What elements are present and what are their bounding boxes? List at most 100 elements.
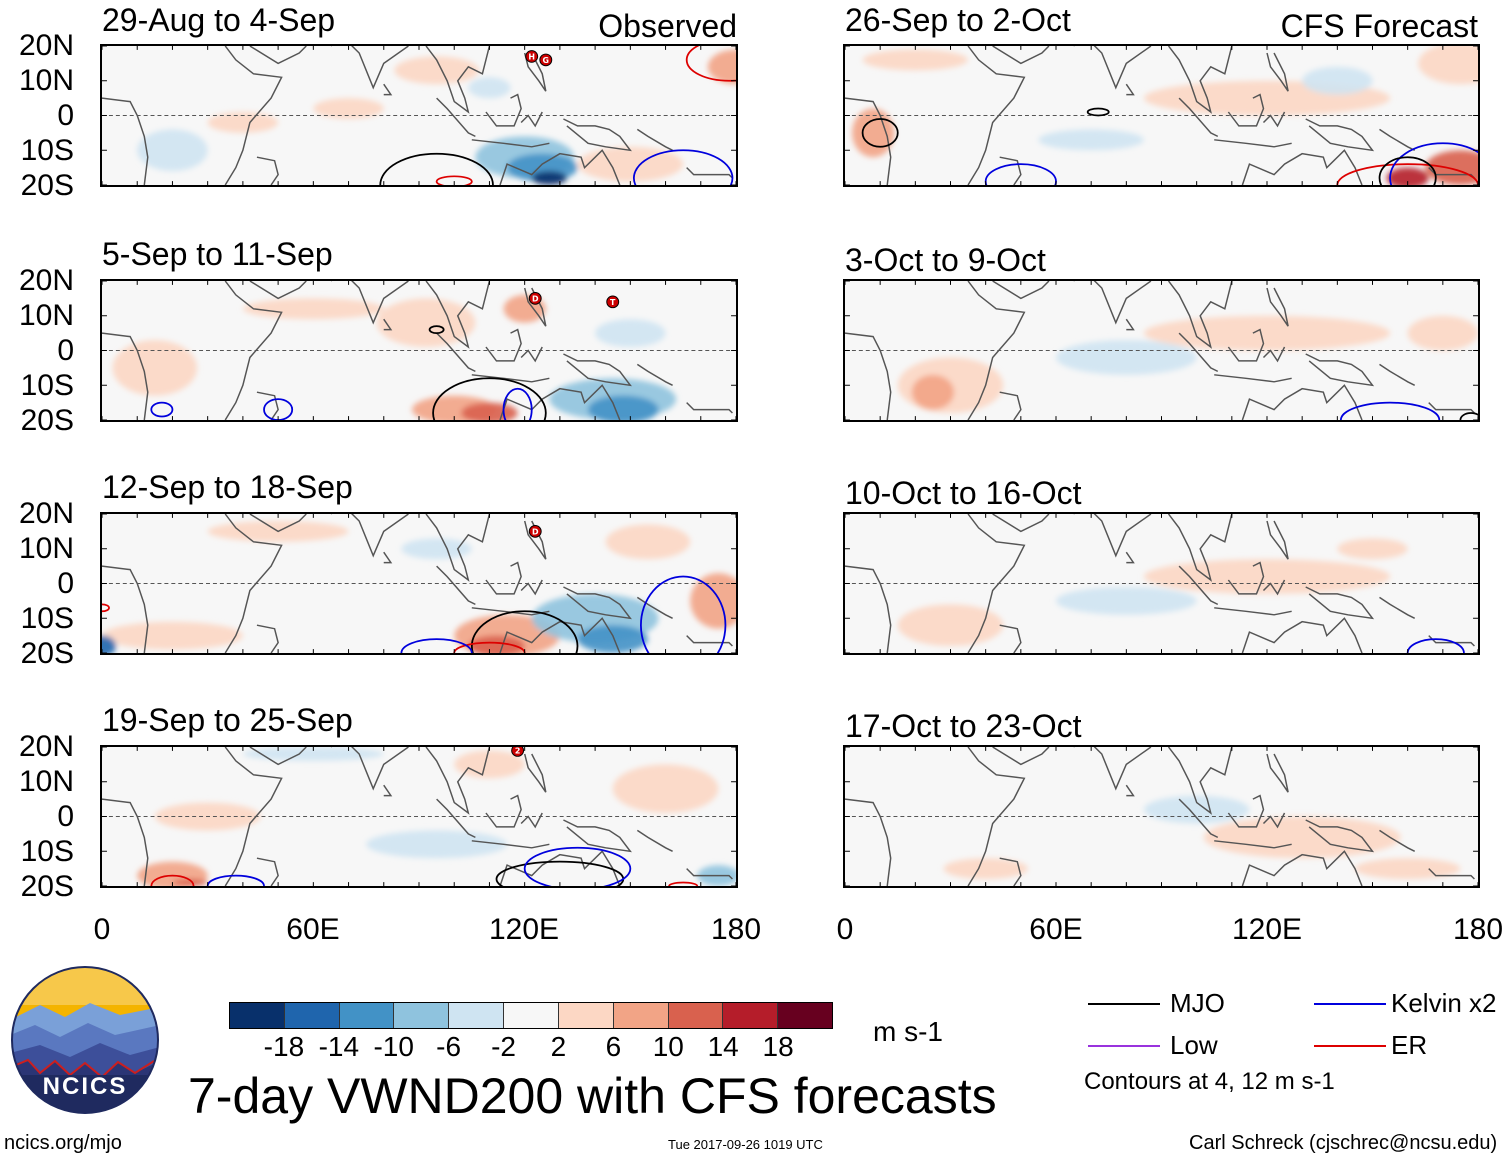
coastline bbox=[523, 520, 547, 560]
map-panel-observed: D bbox=[100, 512, 738, 655]
lat-label: 10N bbox=[18, 64, 74, 97]
coastline bbox=[102, 97, 149, 185]
coastline bbox=[1428, 402, 1475, 414]
coastline bbox=[992, 514, 1050, 533]
coastline bbox=[1305, 353, 1375, 387]
svg-text:D: D bbox=[532, 294, 539, 303]
panel-title: 5-Sep to 11-Sep bbox=[102, 236, 333, 272]
lat-label: 20S bbox=[20, 637, 74, 670]
lat-label: 10S bbox=[20, 602, 74, 635]
coastline bbox=[992, 747, 1050, 766]
coastline bbox=[1262, 579, 1286, 596]
wind-anomaly-area bbox=[102, 621, 243, 650]
storm-marker: T bbox=[606, 295, 620, 309]
coastline bbox=[845, 97, 892, 185]
coastline bbox=[1073, 514, 1152, 558]
coastline bbox=[249, 747, 307, 766]
wind-anomaly-area bbox=[376, 298, 476, 348]
coastline bbox=[520, 346, 543, 363]
coastline bbox=[436, 97, 476, 138]
panel-title: 26-Sep to 2-Oct bbox=[845, 2, 1071, 38]
wind-anomaly-area bbox=[897, 604, 1004, 647]
coastline bbox=[1241, 384, 1363, 420]
coastline bbox=[1125, 784, 1135, 797]
wind-anomaly-area bbox=[852, 108, 895, 158]
coastline bbox=[992, 46, 1050, 65]
lat-label: 20S bbox=[20, 404, 74, 437]
coastline bbox=[436, 332, 476, 373]
storm-marker: D bbox=[528, 525, 542, 538]
panel-title: 29-Aug to 4-Sep bbox=[102, 2, 336, 38]
colorbar-swatch bbox=[558, 1003, 614, 1028]
colorbar-tick-label: 14 bbox=[707, 1031, 739, 1062]
svg-text:T: T bbox=[610, 298, 616, 307]
wind-anomaly-area bbox=[1337, 538, 1408, 560]
coastline bbox=[383, 551, 393, 564]
coastline bbox=[845, 565, 892, 653]
coastline bbox=[1266, 52, 1289, 92]
wind-anomaly-area bbox=[1143, 315, 1391, 351]
coastline bbox=[1178, 565, 1219, 606]
coastline bbox=[967, 514, 1026, 653]
wind-anomaly-area bbox=[172, 879, 208, 886]
coastline bbox=[1241, 617, 1363, 653]
wind-anomaly-area bbox=[313, 98, 384, 119]
coastline bbox=[485, 328, 522, 362]
coastline bbox=[1305, 118, 1375, 152]
coastline bbox=[999, 391, 1022, 420]
wave-contour bbox=[502, 387, 533, 420]
map-svg bbox=[845, 747, 1478, 886]
wind-anomaly-area bbox=[943, 858, 1028, 880]
wind-anomaly-area bbox=[102, 635, 117, 653]
map-svg: 2 bbox=[102, 747, 736, 886]
colorbar-swatch bbox=[449, 1003, 505, 1028]
coastline bbox=[967, 747, 1026, 886]
coastline bbox=[256, 857, 279, 886]
lat-label: 0 bbox=[57, 800, 74, 833]
wave-contour bbox=[470, 610, 579, 653]
lon-label: 120E bbox=[1231, 913, 1303, 946]
lat-label: 10S bbox=[20, 134, 74, 167]
wind-anomaly-area bbox=[588, 395, 659, 420]
coastline bbox=[383, 83, 393, 96]
wind-anomaly-area bbox=[1407, 315, 1478, 351]
coastline bbox=[485, 561, 522, 595]
colorbar-swatch bbox=[394, 1003, 450, 1028]
coastline bbox=[436, 565, 476, 606]
coastline bbox=[1266, 287, 1289, 327]
coastline bbox=[1214, 374, 1292, 383]
legend-line-kelvin bbox=[1314, 1003, 1386, 1005]
colorbar-swatch bbox=[778, 1003, 832, 1028]
coastline bbox=[471, 374, 550, 383]
lat-label: 10N bbox=[18, 765, 74, 798]
coastline bbox=[224, 747, 283, 886]
map-panel-forecast bbox=[843, 279, 1480, 422]
coastline bbox=[636, 596, 673, 619]
wind-anomaly-area bbox=[1418, 46, 1478, 85]
wave-contour bbox=[640, 575, 727, 653]
map-panel-forecast bbox=[843, 745, 1480, 888]
map-panel-observed: 2 bbox=[100, 745, 738, 888]
lat-label: 10S bbox=[20, 835, 74, 868]
wave-contour bbox=[668, 881, 699, 886]
storm-marker: G bbox=[539, 53, 553, 67]
ncics-logo[interactable]: NCICS bbox=[10, 965, 160, 1115]
coastline bbox=[485, 794, 522, 828]
coastline bbox=[845, 798, 892, 886]
coastline bbox=[1214, 139, 1292, 148]
legend-label-low: Low bbox=[1170, 1030, 1218, 1060]
coastline bbox=[1167, 46, 1233, 114]
wind-anomaly-area bbox=[911, 374, 955, 410]
coastline bbox=[686, 402, 733, 414]
wave-contour bbox=[102, 603, 110, 613]
lon-label: 60E bbox=[1029, 913, 1083, 946]
wind-anomaly-area bbox=[605, 524, 691, 560]
colorbar-tick-label: 2 bbox=[550, 1031, 567, 1062]
credit: Carl Schreck (cjschrec@ncsu.edu) bbox=[1189, 1132, 1498, 1154]
wind-anomaly-area bbox=[242, 298, 384, 320]
colorbar-tick-label: -6 bbox=[436, 1031, 462, 1062]
coastline bbox=[1428, 868, 1475, 880]
site-url[interactable]: ncics.org/mjo bbox=[4, 1132, 122, 1154]
